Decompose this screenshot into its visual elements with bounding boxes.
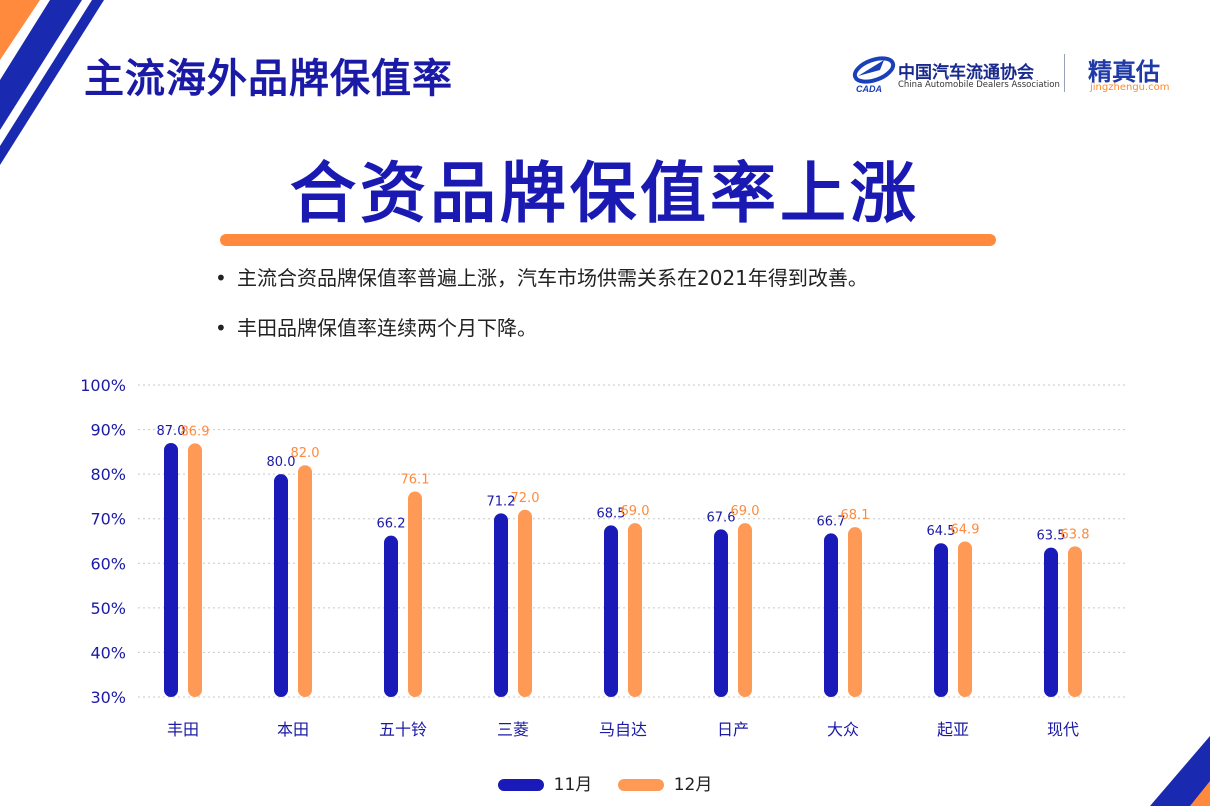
y-tick-label: 60% [90,554,126,573]
data-label: 68.1 [841,508,870,523]
y-tick-label: 40% [90,643,126,662]
cada-logo-icon: CADA [852,56,896,94]
data-label: 82.0 [291,446,320,461]
brand-name: 精真估 [1088,58,1160,86]
bar-11 [494,513,508,697]
bar-11 [274,474,288,697]
data-label: 64.5 [927,524,956,539]
org-name-en: China Automobile Dealers Association [898,80,1060,90]
legend-item-12: 12月 [617,770,713,795]
legend-item-11: 11月 [497,770,593,795]
data-label: 67.6 [707,510,736,525]
bullet-text: 主流合资品牌保值率普遍上涨，汽车市场供需关系在2021年得到改善。 [237,266,868,290]
headline: 合资品牌保值率上涨 [290,155,920,232]
x-tick-label: 丰田 [167,720,199,739]
bar-11 [604,525,618,697]
bar-12 [1068,546,1082,697]
bar-12 [738,523,752,697]
bullet-text: 丰田品牌保值率连续两个月下降。 [237,316,537,340]
x-tick-label: 三菱 [497,720,529,739]
bar-12 [848,527,862,697]
bar-11 [384,535,398,697]
chart-legend: 11月 12月 [0,770,1210,795]
corner-decoration-top-left [0,0,104,165]
x-tick-label: 现代 [1047,720,1079,739]
y-tick-label: 100% [80,376,126,395]
bar-11 [824,533,838,697]
bar-12 [958,541,972,697]
bar-11 [1044,547,1058,697]
y-tick-label: 90% [90,421,126,440]
y-tick-label: 50% [90,599,126,618]
data-label: 66.2 [377,517,406,532]
data-label: 68.5 [597,506,626,521]
bullet-list: • 主流合资品牌保值率普遍上涨，汽车市场供需关系在2021年得到改善。 • 丰田品牌… [215,262,868,362]
data-label: 76.1 [401,473,430,488]
x-tick-label: 五十铃 [379,720,427,739]
data-label: 72.0 [511,491,540,506]
bar-12 [518,509,532,697]
data-label: 69.0 [731,504,760,519]
y-tick-label: 80% [90,465,126,484]
x-tick-label: 日产 [717,720,749,739]
bar-12 [188,443,202,697]
bar-11 [164,442,178,697]
logo-divider [1064,54,1065,92]
cada-logo-text: CADA [856,84,882,94]
data-label: 80.0 [267,455,296,470]
bar-12 [628,523,642,697]
x-tick-label: 本田 [277,720,309,739]
y-tick-label: 70% [90,510,126,529]
data-label: 87.0 [157,424,186,439]
bar-12 [408,491,422,697]
data-label: 71.2 [487,494,516,509]
header-logos: CADA 中国汽车流通协会 China Automobile Dealers A… [850,50,1180,100]
bullet-item: • 主流合资品牌保值率普遍上涨，汽车市场供需关系在2021年得到改善。 [215,266,868,290]
data-label: 86.9 [181,424,210,439]
page-title: 主流海外品牌保值率 [84,56,453,102]
x-tick-label: 起亚 [937,720,969,739]
data-label: 63.5 [1037,529,1066,544]
bullet-item: • 丰田品牌保值率连续两个月下降。 [215,316,537,340]
data-label: 69.0 [621,504,650,519]
bar-11 [934,543,948,697]
data-label: 63.8 [1061,527,1090,542]
legend-swatch-12 [617,779,664,791]
x-tick-label: 马自达 [599,720,647,739]
corner-decoration-bottom-right [1150,736,1210,806]
y-tick-label: 30% [90,688,126,707]
legend-label-12: 12月 [673,775,713,795]
bar-12 [298,465,312,697]
brand-url: jingzhengu.com [1090,82,1170,93]
headline-underline [220,234,996,246]
legend-label-11: 11月 [553,775,593,795]
data-label: 64.9 [951,522,980,537]
bar-11 [714,529,728,697]
data-label: 66.7 [817,514,846,529]
legend-swatch-11 [497,779,544,791]
x-tick-label: 大众 [827,720,859,739]
org-name-cn: 中国汽车流通协会 [898,63,1034,83]
